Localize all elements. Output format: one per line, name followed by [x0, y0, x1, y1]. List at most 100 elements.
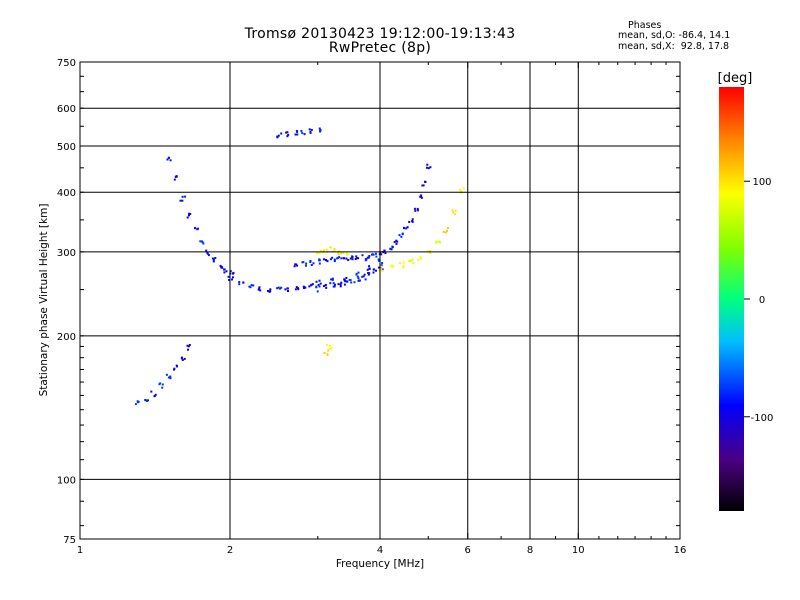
data-point-o	[344, 280, 347, 283]
data-point-o	[395, 239, 398, 242]
data-point-o	[375, 269, 377, 272]
data-point-x	[326, 344, 329, 346]
data-point-o	[277, 286, 280, 289]
data-point-o	[276, 287, 279, 290]
data-point-o	[153, 395, 156, 398]
y-tick-label: 200	[57, 332, 76, 343]
data-point-o	[329, 282, 332, 285]
data-point-o	[316, 290, 319, 293]
data-point-o	[231, 278, 233, 281]
data-point-o	[317, 283, 320, 286]
data-point-x	[329, 344, 331, 347]
data-point-x	[411, 258, 414, 261]
x-tick-label: 2	[227, 545, 233, 556]
data-point-o	[429, 166, 432, 169]
data-point-o	[189, 213, 192, 215]
data-point-x	[452, 211, 455, 214]
data-point-o	[294, 288, 297, 291]
stats-x-mode: mean, sd,X: 92.8, 17.8	[618, 41, 730, 52]
data-point-o	[296, 287, 299, 290]
data-point-x	[419, 256, 422, 259]
data-point-o	[150, 390, 153, 393]
data-point-o	[331, 277, 334, 280]
data-point-o	[205, 249, 208, 252]
data-point-o	[167, 376, 170, 379]
data-point-o	[375, 252, 377, 255]
data-point-o	[202, 242, 205, 245]
data-point-o	[319, 130, 322, 133]
data-point-x	[458, 188, 461, 191]
data-point-o	[179, 199, 182, 202]
data-point-o	[422, 184, 425, 187]
data-point-x	[454, 209, 457, 212]
x-tick-label: 16	[674, 545, 687, 556]
data-point-o	[134, 403, 137, 406]
data-point-o	[346, 280, 349, 283]
data-point-o	[232, 276, 234, 279]
data-point-o	[339, 285, 342, 288]
data-point-x	[417, 258, 420, 261]
data-point-o	[228, 279, 231, 281]
data-point-o	[309, 284, 312, 287]
data-point-o	[368, 255, 371, 257]
data-point-o	[308, 285, 311, 288]
data-point-o	[351, 258, 354, 261]
data-point-o	[371, 253, 373, 256]
data-point-o	[207, 254, 210, 257]
data-point-o	[252, 284, 255, 287]
data-point-o	[238, 283, 241, 286]
data-point-o	[225, 270, 228, 273]
data-point-o	[169, 377, 172, 380]
data-point-o	[330, 278, 333, 281]
data-point-x	[337, 253, 340, 256]
data-point-x	[380, 265, 383, 268]
data-point-o	[187, 348, 189, 351]
data-point-o	[406, 226, 409, 229]
data-point-o	[343, 257, 346, 260]
data-point-o	[391, 246, 394, 249]
data-point-x	[399, 262, 401, 264]
data-point-o	[279, 287, 281, 290]
data-point-o	[280, 132, 283, 135]
data-point-x	[390, 264, 393, 267]
data-point-o	[229, 270, 232, 273]
data-point-o	[333, 285, 336, 288]
data-point-o	[169, 375, 172, 378]
y-axis-label: Stationary phase Virtual Height [km]	[38, 204, 50, 397]
data-points	[134, 127, 465, 406]
y-tick-label: 750	[57, 58, 76, 69]
data-point-o	[340, 257, 343, 260]
data-point-o	[367, 273, 370, 276]
data-point-o	[332, 282, 335, 285]
data-point-x	[337, 251, 339, 254]
data-point-o	[318, 285, 321, 288]
data-point-o	[368, 265, 371, 268]
data-point-o	[167, 156, 170, 159]
data-point-x	[412, 262, 415, 265]
data-point-o	[419, 195, 422, 198]
data-point-o	[324, 283, 327, 286]
data-point-o	[414, 209, 417, 212]
data-point-o	[424, 180, 427, 183]
data-point-o	[310, 264, 313, 266]
data-point-x	[442, 230, 445, 233]
data-point-o	[161, 386, 164, 389]
data-point-x	[330, 347, 333, 350]
data-point-x	[446, 229, 448, 232]
data-point-o	[345, 257, 348, 260]
data-point-x	[333, 250, 336, 253]
data-point-o	[427, 167, 430, 170]
data-point-o	[408, 221, 411, 223]
data-point-o	[276, 135, 279, 138]
data-point-o	[393, 241, 396, 243]
data-point-o	[165, 373, 168, 376]
data-point-x	[327, 349, 330, 352]
data-point-o	[183, 357, 186, 360]
data-point-o	[309, 131, 312, 134]
data-point-x	[326, 353, 329, 356]
data-point-o	[186, 344, 189, 347]
data-point-o	[347, 259, 350, 261]
data-point-o	[284, 288, 287, 291]
data-point-o	[322, 285, 325, 288]
data-point-o	[181, 195, 184, 198]
